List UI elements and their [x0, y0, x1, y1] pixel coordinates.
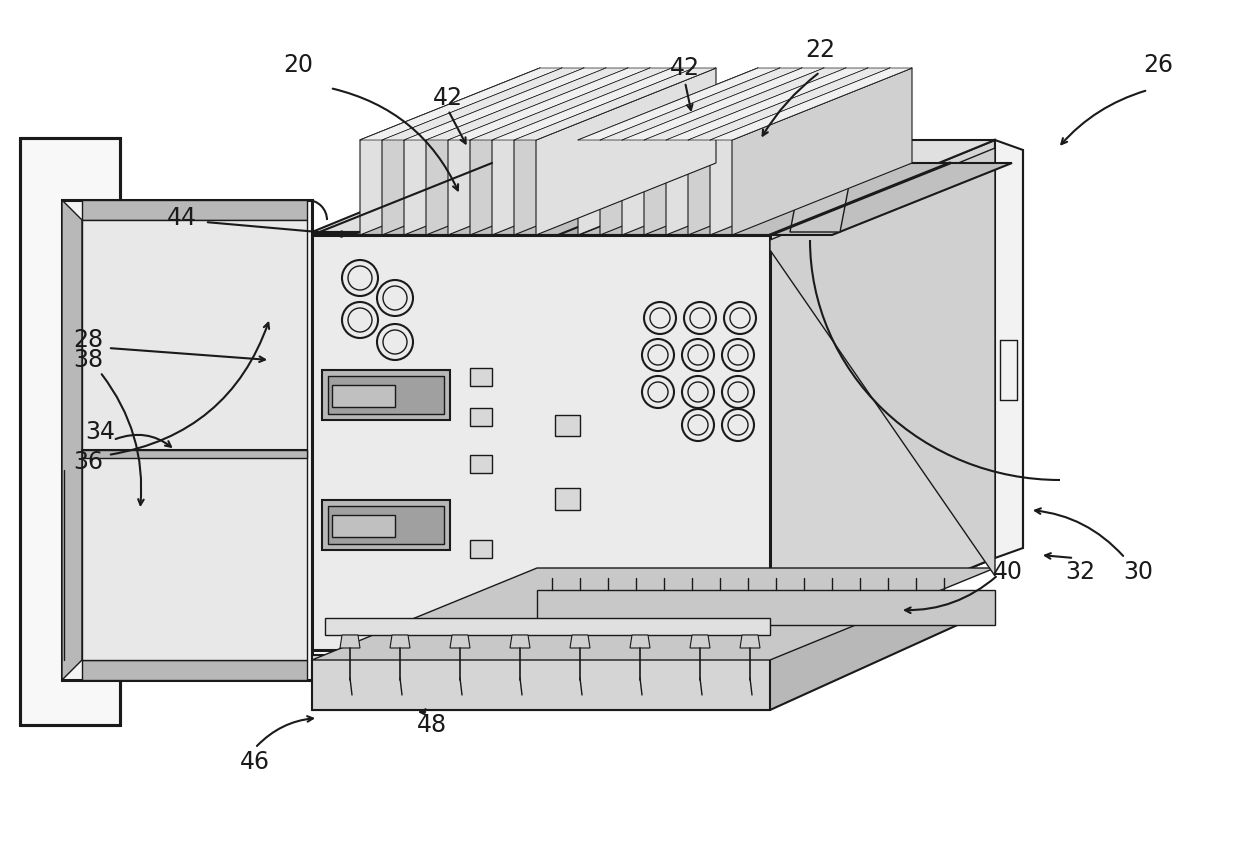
Polygon shape [404, 68, 584, 235]
Polygon shape [62, 200, 312, 680]
Text: 42: 42 [432, 86, 463, 110]
Polygon shape [667, 68, 846, 235]
Polygon shape [328, 506, 444, 544]
Polygon shape [690, 635, 710, 648]
Polygon shape [536, 590, 995, 625]
Text: 20: 20 [282, 53, 313, 77]
Polygon shape [470, 455, 492, 473]
Polygon shape [510, 635, 530, 648]
Text: 38: 38 [73, 348, 103, 372]
Polygon shape [322, 370, 450, 420]
Polygon shape [644, 68, 824, 235]
Polygon shape [82, 660, 307, 680]
Text: 34: 34 [85, 420, 115, 444]
Polygon shape [390, 635, 410, 648]
Polygon shape [312, 608, 995, 710]
Polygon shape [470, 408, 492, 426]
Polygon shape [667, 68, 869, 140]
Polygon shape [312, 140, 995, 232]
Polygon shape [558, 163, 758, 235]
Polygon shape [312, 655, 769, 710]
Polygon shape [732, 68, 912, 235]
Polygon shape [629, 635, 650, 648]
Text: 48: 48 [418, 713, 447, 737]
Polygon shape [470, 540, 492, 558]
Polygon shape [382, 68, 563, 235]
Polygon shape [579, 68, 758, 235]
Polygon shape [514, 68, 716, 140]
Text: 28: 28 [73, 328, 103, 352]
Polygon shape [688, 68, 869, 235]
Polygon shape [790, 180, 850, 232]
Polygon shape [536, 68, 716, 235]
Polygon shape [426, 68, 628, 140]
Text: 42: 42 [670, 56, 700, 80]
Polygon shape [312, 568, 995, 660]
Polygon shape [622, 68, 824, 140]
Polygon shape [352, 163, 1012, 235]
Polygon shape [449, 68, 650, 140]
Polygon shape [710, 68, 912, 140]
Polygon shape [644, 68, 846, 140]
Polygon shape [470, 68, 650, 235]
Polygon shape [312, 232, 769, 650]
Polygon shape [450, 635, 470, 648]
Polygon shape [555, 488, 580, 510]
Polygon shape [769, 148, 995, 576]
Polygon shape [600, 68, 781, 235]
Text: 26: 26 [1144, 53, 1173, 77]
Polygon shape [332, 385, 395, 407]
Text: 46: 46 [240, 750, 270, 774]
Polygon shape [382, 68, 584, 140]
Polygon shape [995, 140, 1023, 558]
Polygon shape [82, 200, 307, 220]
Text: 22: 22 [805, 38, 835, 62]
Text: 30: 30 [1123, 560, 1154, 584]
Polygon shape [492, 68, 694, 140]
Polygon shape [622, 68, 802, 235]
Polygon shape [325, 618, 769, 635]
Polygon shape [492, 68, 672, 235]
Polygon shape [514, 68, 694, 235]
Polygon shape [740, 635, 760, 648]
Polygon shape [470, 68, 672, 140]
Polygon shape [426, 68, 606, 235]
Polygon shape [62, 200, 82, 680]
Polygon shape [449, 68, 628, 235]
Polygon shape [600, 68, 802, 140]
Polygon shape [20, 138, 120, 725]
Polygon shape [82, 220, 307, 660]
Polygon shape [332, 515, 395, 537]
Polygon shape [82, 450, 307, 458]
Polygon shape [688, 68, 890, 140]
Text: 40: 40 [992, 560, 1023, 584]
Polygon shape [579, 68, 781, 140]
Polygon shape [322, 500, 450, 550]
Polygon shape [769, 140, 995, 650]
Polygon shape [328, 376, 444, 414]
Polygon shape [555, 415, 580, 436]
Text: 44: 44 [167, 206, 197, 230]
Polygon shape [470, 368, 492, 386]
Polygon shape [361, 68, 563, 140]
Text: 36: 36 [73, 450, 103, 474]
Polygon shape [710, 68, 890, 235]
Polygon shape [570, 635, 590, 648]
Polygon shape [404, 68, 606, 140]
Polygon shape [361, 68, 540, 235]
Text: 32: 32 [1066, 560, 1095, 584]
Polygon shape [339, 635, 361, 648]
Polygon shape [312, 558, 995, 650]
